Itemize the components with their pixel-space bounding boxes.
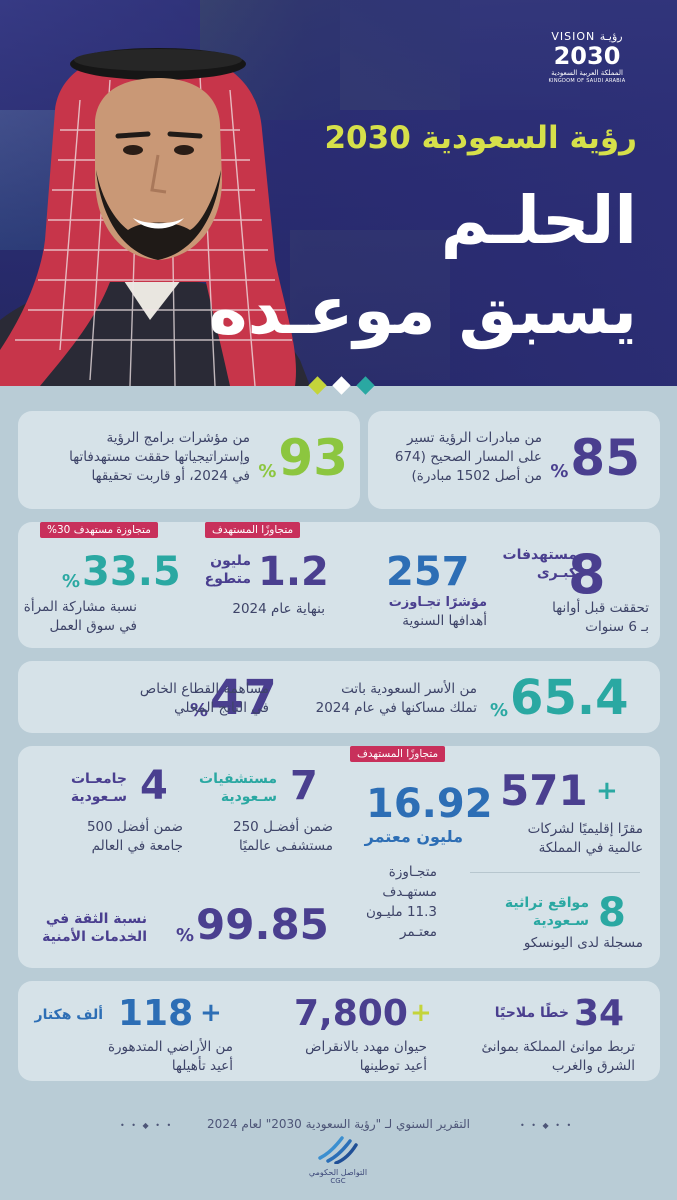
unesco-label: مواقع تراثية سـعودية bbox=[504, 895, 589, 929]
indicators-card: %93 من مؤشرات برامج الرؤية وإستراتيجياته… bbox=[18, 411, 360, 509]
environment-row-card bbox=[18, 981, 660, 1081]
hero-title-line2: يسبق موعـده bbox=[208, 272, 637, 349]
footer-report-title: التقرير السنوي لـ "رؤية السعودية 2030" ل… bbox=[207, 1117, 470, 1131]
indicators-exceeded-label: مؤشرًا تجـاوزت bbox=[388, 595, 487, 610]
volunteers-text: بنهاية عام 2024 bbox=[232, 601, 325, 617]
regional-hq-value: 571 bbox=[500, 766, 588, 815]
initiatives-card: %85 من مبادرات الرؤية تسير على المسار ال… bbox=[368, 411, 660, 509]
shipping-value: 34 bbox=[574, 993, 625, 1034]
security-text: نسبة الثقة في الخدمات الأمنية bbox=[42, 911, 147, 945]
volunteers-badge: متجاوزًا المستهدف bbox=[205, 522, 301, 538]
targets-row-card bbox=[18, 522, 660, 648]
home-ownership-text: من الأسر السعودية باتت تملك مساكنها في ع… bbox=[315, 681, 477, 716]
land-label: ألف هكتار bbox=[34, 1007, 103, 1023]
hero-title-line1: الحلـم bbox=[440, 182, 637, 259]
universities-value: 4 bbox=[140, 763, 168, 809]
animals-value: 7,800 bbox=[294, 993, 408, 1034]
indicators-exceeded-value: 257 bbox=[386, 549, 470, 595]
regional-hq-plus: + bbox=[596, 776, 618, 806]
hospitals-label: مستشفيات سـعودية bbox=[199, 771, 277, 805]
divider-diamonds bbox=[308, 376, 379, 396]
umrah-text: متجـاوزة مستهـدف 11.3 مليـون معتـمر bbox=[366, 864, 437, 940]
ownership-row-card bbox=[18, 661, 660, 733]
major-targets-value: 8 bbox=[568, 543, 606, 606]
home-ownership-value: %65.4 bbox=[490, 670, 629, 726]
land-plus: + bbox=[200, 998, 222, 1028]
major-targets-text: تحققت قبل أوانها بـ 6 سنوات bbox=[552, 600, 649, 635]
footer-dots-right: • • ◆ • • bbox=[520, 1121, 574, 1130]
portrait-image bbox=[0, 48, 310, 386]
hospitals-text: ضمن أفضـل 250 مستشفـى عالميًا bbox=[233, 819, 333, 854]
cgc-logo: التواصل الحكومي CGC bbox=[305, 1134, 371, 1196]
cgc-logo-mark bbox=[318, 1136, 358, 1165]
umrah-badge: متجاوزًا المستهدف bbox=[350, 746, 446, 762]
women-text: نسبة مشاركة المرأة في سوق العمل bbox=[23, 599, 137, 634]
rankings-row-card bbox=[18, 746, 660, 968]
indicators-exceeded-text: أهدافها السنوية bbox=[402, 613, 487, 629]
hero-subtitle: رؤية السعودية 2030 bbox=[324, 120, 637, 156]
shipping-text: تربط موانئ المملكة بموانئ الشرق والغرب bbox=[481, 1039, 635, 1074]
shipping-label: خطًا ملاحيًا bbox=[494, 1005, 569, 1021]
indicators-value: %93 bbox=[258, 429, 348, 487]
security-value: %99.85 bbox=[176, 900, 329, 949]
universities-text: ضمن أفضل 500 جامعة في العالم bbox=[86, 819, 183, 854]
hero-banner: VISION رؤيـة 2030 المملكة العربية السعود… bbox=[0, 0, 677, 386]
volunteers-value: 1.2 bbox=[258, 549, 329, 595]
vision-2030-logo: VISION رؤيـة 2030 المملكة العربية السعود… bbox=[548, 30, 626, 84]
women-badge: متجاوزة مستهدف 30% bbox=[40, 522, 158, 538]
animals-text: حيوان مهدد بالانقراض أعيد توطينها bbox=[305, 1039, 427, 1074]
unesco-value: 8 bbox=[598, 890, 626, 936]
row-divider bbox=[470, 872, 640, 873]
land-text: من الأراضي المتدهورة أعيد تأهيلها bbox=[107, 1039, 233, 1074]
regional-hq-text: مقرًا إقليميًا لشركات عالمية في المملكة bbox=[527, 821, 643, 856]
umrah-value: 16.92 bbox=[366, 781, 493, 827]
volunteers-label: مليون متطوع bbox=[204, 553, 251, 587]
hospitals-value: 7 bbox=[290, 763, 318, 809]
private-sector-value: %47 bbox=[190, 670, 277, 726]
private-sector-text: مساهمة القطاع الخاص في الناتج المحلي bbox=[139, 681, 269, 716]
universities-label: جامعـات سـعودية bbox=[70, 771, 127, 805]
unesco-text: مسجلة لدى اليونسكو bbox=[523, 935, 643, 951]
land-value: 118 bbox=[118, 993, 194, 1034]
women-value: %33.5 bbox=[62, 549, 181, 595]
initiatives-value: %85 bbox=[550, 429, 640, 487]
initiatives-text: من مبادرات الرؤية تسير على المسار الصحيح… bbox=[394, 430, 542, 484]
umrah-label: مليون معتمر bbox=[364, 827, 463, 846]
indicators-text: من مؤشرات برامج الرؤية وإستراتيجياتها حق… bbox=[69, 430, 250, 484]
animals-plus: + bbox=[410, 998, 432, 1028]
footer-dots-left: • • ◆ • • bbox=[120, 1121, 174, 1130]
major-targets-label: مستهدفات كبـرى bbox=[502, 547, 577, 581]
